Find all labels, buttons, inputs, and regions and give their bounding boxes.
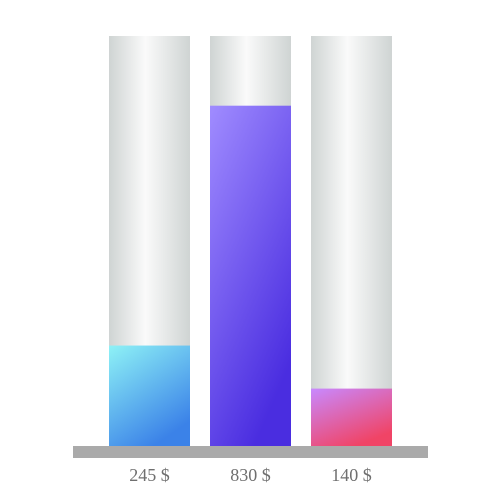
category-label: 140 $ [331,465,372,485]
chart-baseline [73,446,428,458]
bars [109,105,392,446]
category-label: 830 $ [230,465,271,485]
bar [210,105,291,446]
bar-track [311,36,392,446]
category-label: 245 $ [129,465,170,485]
bar [311,388,392,446]
bar [109,345,190,446]
category-labels: 245 $ 830 $ 140 $ [129,465,372,485]
